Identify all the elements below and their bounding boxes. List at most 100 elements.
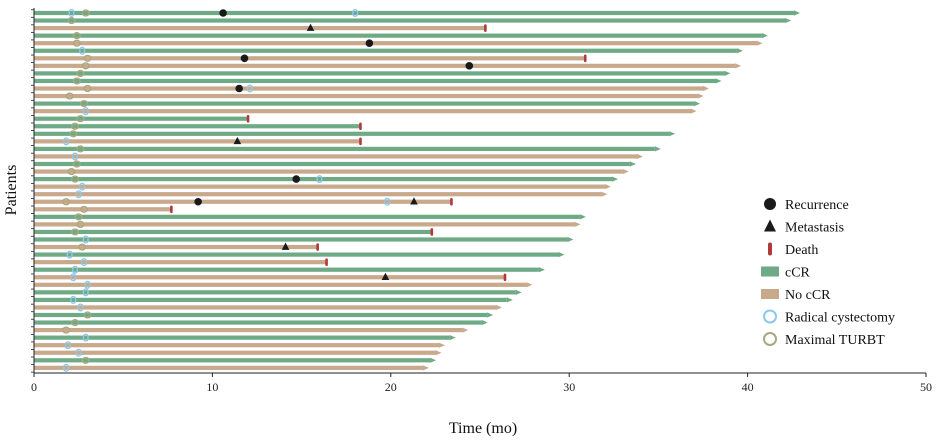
recurrence-marker [465,62,474,70]
turbt-marker [67,16,76,25]
legend-item-death: Death [768,242,818,258]
ongoing-arrow [724,70,731,76]
turbt-marker [78,243,87,251]
patient-bar [34,109,691,114]
patient-bar [34,297,507,302]
patient-bar [34,290,516,295]
ongoing-arrow [496,304,503,311]
patient-bar [34,139,361,144]
cystectomy-marker [77,303,84,312]
cystectomy-marker [79,46,86,55]
patient-bar [34,328,463,333]
patient-bar [34,33,762,38]
patient-bar [34,335,450,340]
metastasis-marker [233,136,242,145]
legend-label: Radical cystectomy [785,311,895,326]
legend-item-recurrence: Recurrence [764,198,849,213]
legend-label: No cCR [785,288,831,303]
metastasis-marker [306,23,315,31]
patient-bar [34,41,757,46]
ongoing-arrow [654,146,661,152]
turbt-marker [71,228,80,236]
patient-bar [34,93,698,99]
turbt-marker [62,326,71,334]
patient-bar [34,312,488,318]
turbt-marker [81,9,90,17]
recurrence-marker [194,197,202,206]
turbt-marker [69,130,78,138]
turbt-marker [79,99,88,108]
cystectomy-marker [246,84,253,93]
patient-bar [34,101,695,106]
patient-bar [34,63,736,68]
patient-bar [34,177,613,182]
x-tick-label: 50 [920,380,932,394]
patient-bar [34,169,623,174]
cystectomy-marker [79,182,86,191]
turbt-marker [71,175,80,183]
turbt-marker [71,122,80,130]
turbt-marker [72,77,81,85]
ongoing-arrow [715,78,722,84]
cystectomy-marker [75,190,82,199]
cystectomy-marker [84,280,91,289]
x-tick-label: 20 [385,380,397,394]
patient-bar [34,146,655,151]
patient-bar [34,365,423,370]
ongoing-arrow [694,101,701,107]
patient-bar [34,192,602,197]
cystectomy-marker [82,333,89,342]
patient-bar [34,305,497,310]
ongoing-arrow [636,153,643,160]
death-marker [583,54,587,63]
patient-bar [34,48,737,53]
recurrence-marker [240,54,249,63]
turbt-marker [76,69,85,78]
cystectomy-marker [384,197,391,206]
patient-bar [34,18,786,23]
legend-item-cystectomy: Radical cystectomy [763,309,895,326]
ongoing-arrow [622,168,629,175]
legend-item-ccr: cCR [761,266,811,281]
patient-bar [34,26,486,31]
death-marker [246,114,250,123]
death-marker [170,205,173,214]
metastasis-symbol [764,219,776,232]
legend-item-turbt: Maximal TURBT [763,332,885,348]
patient-bar [34,267,539,272]
turbt-marker [83,54,92,62]
legend-label: Metastasis [785,221,844,236]
patient-bar [34,229,432,235]
cystectomy-marker [64,341,71,350]
ongoing-arrow [430,357,437,363]
patient-bar [34,343,439,348]
ongoing-arrow [669,131,676,137]
patient-bar [34,124,361,129]
turbt-marker [76,115,85,123]
turbt-marker [72,39,81,47]
death-marker [359,137,362,146]
patient-bar [34,214,580,219]
turbt-marker [81,62,90,70]
metastasis-marker [381,272,390,281]
legend-label: cCR [785,266,811,281]
metastasis-marker [281,242,290,250]
patient-bar [34,282,527,287]
turbt-marker [67,167,76,176]
ongoing-arrow [435,350,442,356]
recurrence-marker [365,39,374,47]
patient-bar [34,184,605,189]
cystectomy-marker [66,250,73,259]
turbt-marker [62,198,71,206]
turbt-symbol [763,332,777,346]
ongoing-arrow [793,10,800,16]
patient-bar [34,10,794,16]
patient-bar [34,260,327,265]
patient-bar [34,116,249,121]
ongoing-arrow [449,335,456,341]
cystectomy-marker [82,235,89,244]
ongoing-arrow [736,48,743,54]
death-marker [450,197,453,206]
turbt-marker [76,220,85,229]
cystectomy-marker [352,8,359,17]
